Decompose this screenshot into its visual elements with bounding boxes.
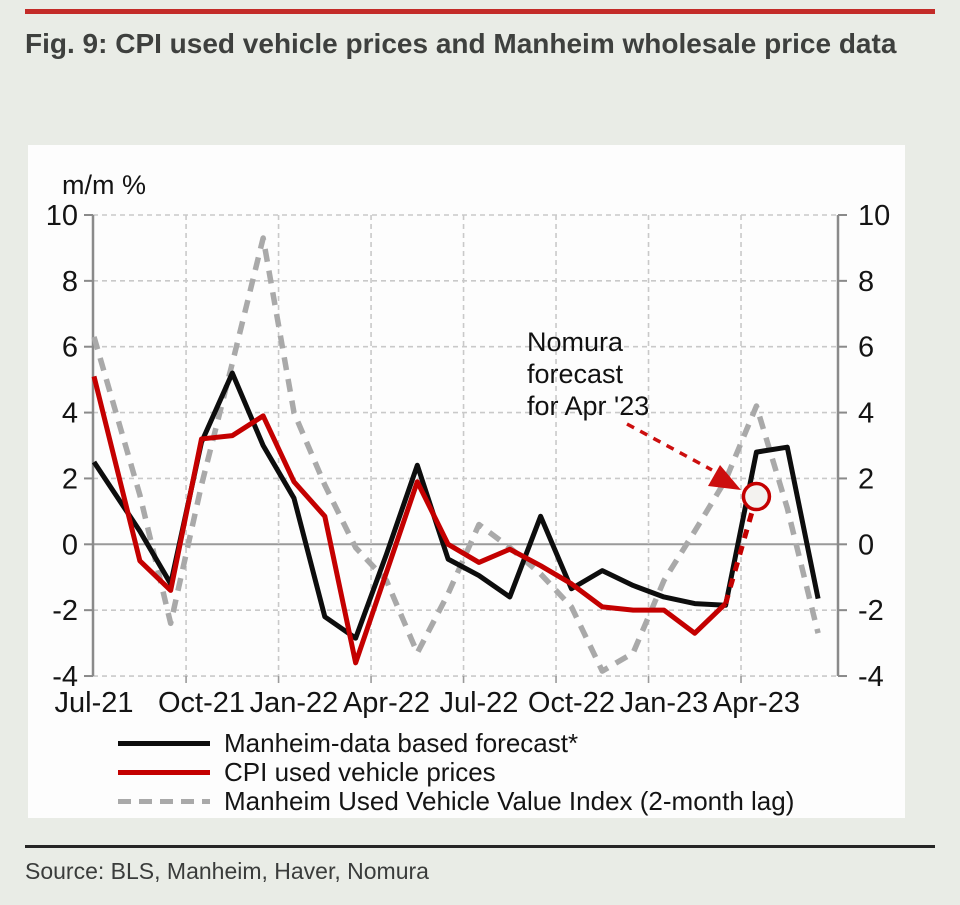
- chart-panel: [28, 145, 905, 818]
- y-tick-label-left: 2: [62, 463, 78, 495]
- forecast-circle-marker: [741, 481, 772, 512]
- source-text: Source: BLS, Manheim, Haver, Nomura: [25, 858, 429, 884]
- legend-label: CPI used vehicle prices: [224, 757, 496, 787]
- x-tick-label: Oct-22: [528, 687, 615, 719]
- y-tick-label-left: -2: [52, 595, 78, 627]
- legend-swatch-black-line: [118, 741, 210, 746]
- legend-label: Manheim-data based forecast*: [224, 728, 579, 758]
- y-tick-label-right: 0: [858, 529, 874, 561]
- forecast-annotation: Nomura forecast for Apr '23: [527, 326, 649, 422]
- series-line-manheim-forecast: [91, 370, 821, 641]
- annotation-line-1: Nomura: [527, 327, 624, 357]
- y-tick-label-right: 4: [858, 398, 874, 430]
- y-axis-unit-label: m/m %: [62, 170, 146, 200]
- x-tick-label: Jul-22: [439, 687, 518, 719]
- annotation-arrow-head: [708, 465, 741, 490]
- y-tick-label-right: 8: [858, 266, 874, 298]
- figure-title: Fig. 9: CPI used vehicle prices and Manh…: [25, 28, 897, 59]
- forecast-dashed-segment: [723, 495, 759, 605]
- y-tick-label-left: -4: [52, 661, 78, 693]
- legend-swatch-gray-dashed-line: [118, 799, 210, 804]
- annotation-line-3: for Apr '23: [527, 391, 650, 421]
- y-tick-label-left: 0: [62, 529, 78, 561]
- y-tick-label-right: 6: [858, 332, 874, 364]
- legend-row-manheim-index: Manheim Used Vehicle Value Index (2-mont…: [118, 786, 795, 816]
- legend-swatch-red-line: [118, 770, 210, 775]
- x-tick-label: Jul-21: [55, 687, 134, 719]
- annotation-arrow-shaft: [626, 422, 713, 472]
- title-accent-rule: [25, 9, 935, 14]
- y-tick-label-left: 4: [62, 398, 78, 430]
- y-tick-label-right: -4: [858, 661, 884, 693]
- y-tick-label-left: 6: [62, 332, 78, 364]
- x-tick-label: Jan-22: [250, 687, 339, 719]
- series-line-cpi: [91, 375, 728, 666]
- x-tick-label: Jan-23: [620, 687, 709, 719]
- footer-rule: [25, 845, 935, 848]
- y-tick-label-right: 2: [858, 463, 874, 495]
- legend-row-manheim-forecast: Manheim-data based forecast*: [118, 728, 794, 758]
- x-tick-label: Oct-21: [158, 687, 245, 719]
- y-tick-label-left: 8: [62, 266, 78, 298]
- chart-legend: Manheim-data based forecast* CPI used ve…: [118, 728, 795, 816]
- x-tick-label: Apr-23: [713, 687, 800, 719]
- y-tick-label-right: -2: [858, 595, 884, 627]
- y-tick-label-right: 10: [858, 200, 890, 232]
- x-tick-label: Apr-22: [343, 687, 430, 719]
- legend-label: Manheim Used Vehicle Value Index (2-mont…: [224, 786, 795, 816]
- y-tick-label-left: 10: [46, 200, 78, 232]
- annotation-line-2: forecast: [527, 359, 624, 389]
- legend-row-cpi: CPI used vehicle prices: [118, 757, 794, 787]
